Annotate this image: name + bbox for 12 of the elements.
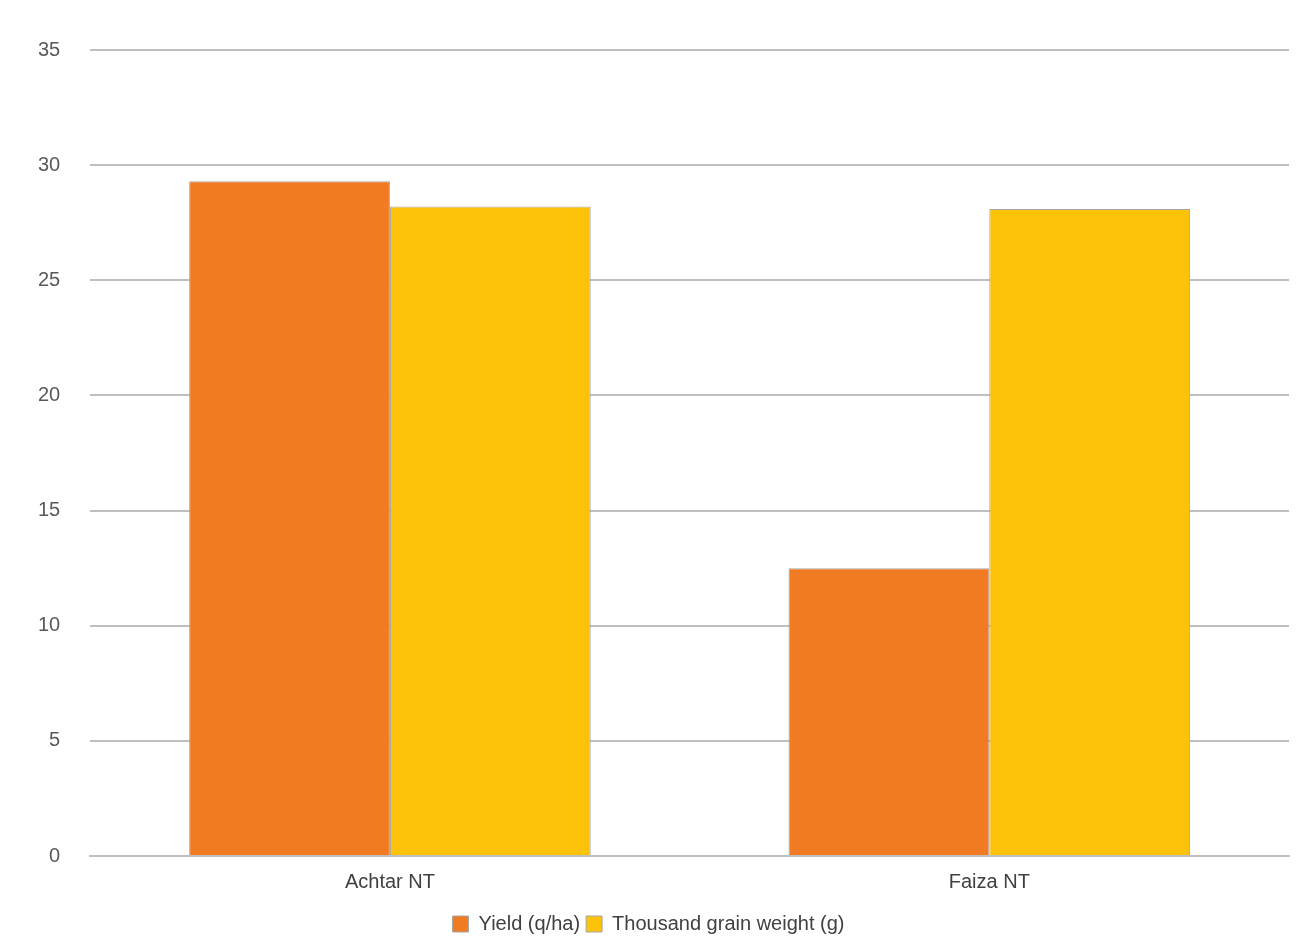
y-tick-label: 5 bbox=[49, 728, 61, 751]
y-tick-label: 0 bbox=[49, 843, 61, 866]
y-tick-label: 20 bbox=[38, 382, 61, 405]
y-tick-label: 10 bbox=[38, 613, 61, 636]
legend-label: Yield (q/ha) bbox=[478, 911, 581, 934]
y-tick-label: 35 bbox=[38, 37, 61, 60]
y-tick-label: 25 bbox=[38, 267, 61, 290]
x-tick-label: Achtar NT bbox=[344, 869, 435, 892]
legend-label: Thousand grain weight (g) bbox=[612, 911, 845, 934]
x-tick-label: Faiza NT bbox=[948, 869, 1030, 892]
y-tick-label: 30 bbox=[38, 152, 61, 175]
y-tick-label: 15 bbox=[38, 498, 61, 521]
